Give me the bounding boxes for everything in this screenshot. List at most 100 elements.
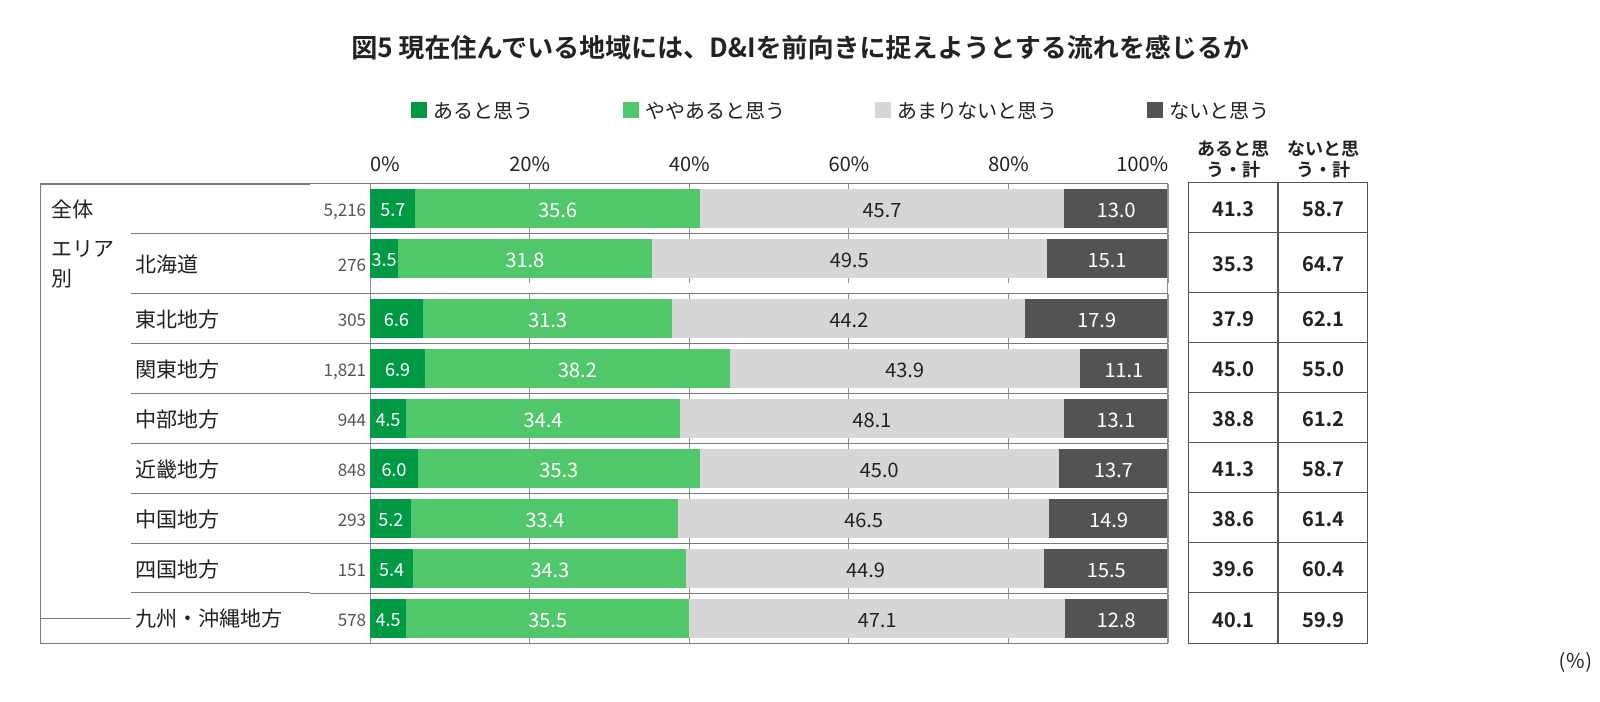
totals-header-no: ないと思う・計 <box>1278 138 1368 183</box>
bar-segment-value: 35.5 <box>526 604 569 633</box>
total-yes: 38.6 <box>1188 492 1278 543</box>
unit-label: (％) <box>1558 645 1592 674</box>
bar-segment-value: 31.3 <box>526 304 569 333</box>
bar-cell: 3.531.8 49.5 15.1 <box>370 233 1168 293</box>
bar-segment: 34.4 <box>406 399 680 438</box>
bar-segment-value: 5.4 <box>377 556 406 582</box>
legend-label: ややあると思う <box>645 95 785 124</box>
bar-cell: 4.5 34.4 48.1 13.1 <box>370 393 1168 443</box>
bar-segment: 5.4 <box>370 549 413 588</box>
bar-segment-value: 35.6 <box>536 194 579 223</box>
bar-segment: 43.9 <box>730 349 1080 388</box>
bar-segment: 34.3 <box>413 549 686 588</box>
bar-segment-value: 43.9 <box>883 354 926 383</box>
bar-segment-value: 34.3 <box>528 554 571 583</box>
bar-segment: 35.6 <box>415 189 699 228</box>
row-n: 276 <box>310 233 370 293</box>
total-no: 60.4 <box>1278 542 1368 593</box>
bar-segment: 4.5 <box>370 399 406 438</box>
bar-segment: 4.5 <box>370 599 406 638</box>
bar-segment-value: 46.5 <box>842 504 885 533</box>
total-no: 61.4 <box>1278 492 1368 543</box>
bar-segment-value: 4.5 <box>373 406 402 432</box>
row-label: 近畿地方 <box>131 443 310 494</box>
bar-segment: 5.7 <box>370 189 415 228</box>
bar-segment: 47.1 <box>689 599 1065 638</box>
bar-segment-value: 34.4 <box>522 404 565 433</box>
group-label: エリア別 <box>41 233 131 293</box>
bar-segment: 35.5 <box>406 599 689 638</box>
row-n: 1,821 <box>310 343 370 393</box>
total-yes: 45.0 <box>1188 342 1278 393</box>
bar-segment-value: 15.5 <box>1085 554 1128 583</box>
row-n: 578 <box>310 593 370 644</box>
total-no: 55.0 <box>1278 342 1368 393</box>
bar-segment-value: 5.2 <box>376 506 405 532</box>
legend: あると思う ややあると思う あまりないと思う ないと思う <box>120 95 1560 124</box>
bar-segment-value: 33.4 <box>523 504 566 533</box>
axis-tick: 20% <box>509 148 550 177</box>
axis-row: 0%20%40%60%80%100% あると思う・計 ないと思う・計 <box>40 138 1368 183</box>
total-yes: 40.1 <box>1188 592 1278 644</box>
total-yes: 38.8 <box>1188 392 1278 443</box>
bar-segment-value: 17.9 <box>1075 304 1118 333</box>
axis-tick: 40% <box>669 148 710 177</box>
row-label: 中国地方 <box>131 493 310 544</box>
bar-segment: 17.9 <box>1025 299 1168 338</box>
row-label: 全体 <box>41 184 310 234</box>
legend-swatch-2 <box>623 102 639 118</box>
row-label: 北海道 <box>131 233 310 294</box>
bar-segment-value: 6.6 <box>382 306 411 332</box>
bar-cell: 6.9 38.2 43.9 11.1 <box>370 343 1168 393</box>
bar-segment: 13.0 <box>1064 189 1168 228</box>
bar-segment-value: 13.0 <box>1095 194 1138 223</box>
total-yes: 41.3 <box>1188 182 1278 233</box>
bar-segment: 14.9 <box>1049 499 1168 538</box>
bar-segment: 38.2 <box>425 349 730 388</box>
chart-grid: 0%20%40%60%80%100% あると思う・計 ないと思う・計 全体5,2… <box>40 138 1560 644</box>
axis-tick: 100% <box>1116 148 1168 177</box>
bar-segment-value: 44.9 <box>844 554 887 583</box>
bar-segment-value: 6.9 <box>383 356 412 382</box>
bar-segment: 6.0 <box>370 449 418 488</box>
bar-segment-value: 13.1 <box>1094 404 1137 433</box>
x-axis: 0%20%40%60%80%100% <box>370 153 1168 183</box>
bar-segment-value: 3.5 <box>369 246 398 272</box>
bar-segment-value: 15.1 <box>1085 244 1128 273</box>
legend-label: ないと思う <box>1169 95 1269 124</box>
bar-segment: 3.5 <box>370 239 398 278</box>
legend-swatch-1 <box>411 102 427 118</box>
bar-segment-value: 14.9 <box>1087 504 1130 533</box>
bar-segment: 31.8 <box>398 239 652 278</box>
bar-segment-value: 45.0 <box>858 454 901 483</box>
bar-segment-value: 11.1 <box>1102 354 1145 383</box>
bar-segment-value: 5.7 <box>378 196 407 222</box>
bar-segment-value: 49.5 <box>828 244 871 273</box>
total-no: 61.2 <box>1278 392 1368 443</box>
total-no: 59.9 <box>1278 592 1368 644</box>
row-label: 九州・沖縄地方 <box>131 592 310 644</box>
bar-segment: 46.5 <box>678 499 1049 538</box>
bar-segment: 44.2 <box>672 299 1025 338</box>
bar-segment: 44.9 <box>686 549 1044 588</box>
total-no: 58.7 <box>1278 442 1368 493</box>
row-n: 151 <box>310 543 370 593</box>
bar-segment-value: 47.1 <box>856 604 899 633</box>
chart-title: 図5 現在住んでいる地域には、D&Iを前向きに捉えようとする流れを感じるか <box>40 28 1560 65</box>
bar-segment: 13.7 <box>1059 449 1168 488</box>
legend-item: あまりないと思う <box>875 95 1057 124</box>
bar-cell: 5.2 33.4 46.5 14.9 <box>370 493 1168 543</box>
legend-label: あると思う <box>433 95 533 124</box>
legend-item: ないと思う <box>1147 95 1269 124</box>
bar-segment-value: 35.3 <box>537 454 580 483</box>
bar-segment: 31.3 <box>423 299 673 338</box>
bar-segment: 49.5 <box>652 239 1047 278</box>
row-n: 5,216 <box>310 183 370 233</box>
axis-tick: 60% <box>828 148 869 177</box>
total-no: 58.7 <box>1278 182 1368 233</box>
bar-segment-value: 48.1 <box>850 404 893 433</box>
total-yes: 37.9 <box>1188 292 1278 343</box>
legend-item: ややあると思う <box>623 95 785 124</box>
bar-segment: 6.6 <box>370 299 423 338</box>
row-n: 305 <box>310 293 370 343</box>
